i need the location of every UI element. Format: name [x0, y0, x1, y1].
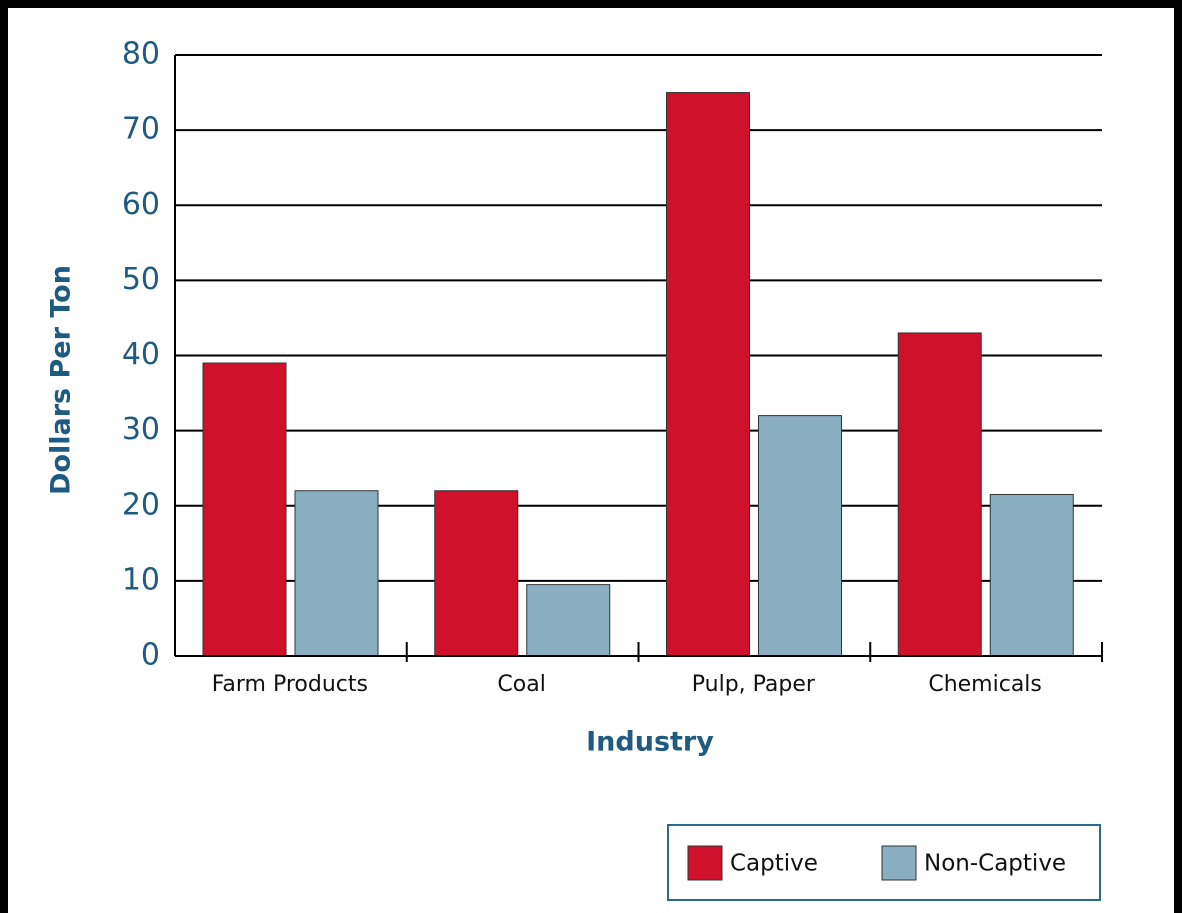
y-tick-label: 20: [122, 487, 160, 522]
bar: [897, 332, 982, 657]
y-tick-label: 60: [122, 187, 160, 222]
y-tick-label: 30: [122, 412, 160, 447]
bar: [294, 490, 379, 657]
y-tick-label: 50: [122, 262, 160, 297]
y-tick-label: 10: [122, 562, 160, 597]
x-tick-label: Coal: [497, 672, 545, 697]
bar: [526, 584, 611, 657]
bar: [989, 493, 1074, 657]
bar: [758, 415, 842, 657]
bar: [666, 92, 750, 657]
legend-swatch: [881, 845, 917, 881]
y-tick-label: 0: [141, 638, 160, 673]
bar: [434, 490, 519, 657]
bar: [202, 362, 287, 657]
legend-swatch: [687, 845, 723, 881]
y-tick-label: 70: [122, 112, 160, 147]
y-axis-title: Dollars Per Ton: [46, 265, 77, 495]
x-tick-label: Pulp, Paper: [692, 672, 816, 697]
y-tick-label: 80: [122, 37, 160, 72]
legend-label: Captive: [730, 851, 818, 877]
x-tick-label: Farm Products: [212, 672, 368, 697]
legend-label: Non-Captive: [924, 851, 1066, 877]
y-tick-label: 40: [122, 337, 160, 372]
x-tick-label: Chemicals: [928, 672, 1042, 697]
x-axis-title: Industry: [586, 727, 714, 758]
